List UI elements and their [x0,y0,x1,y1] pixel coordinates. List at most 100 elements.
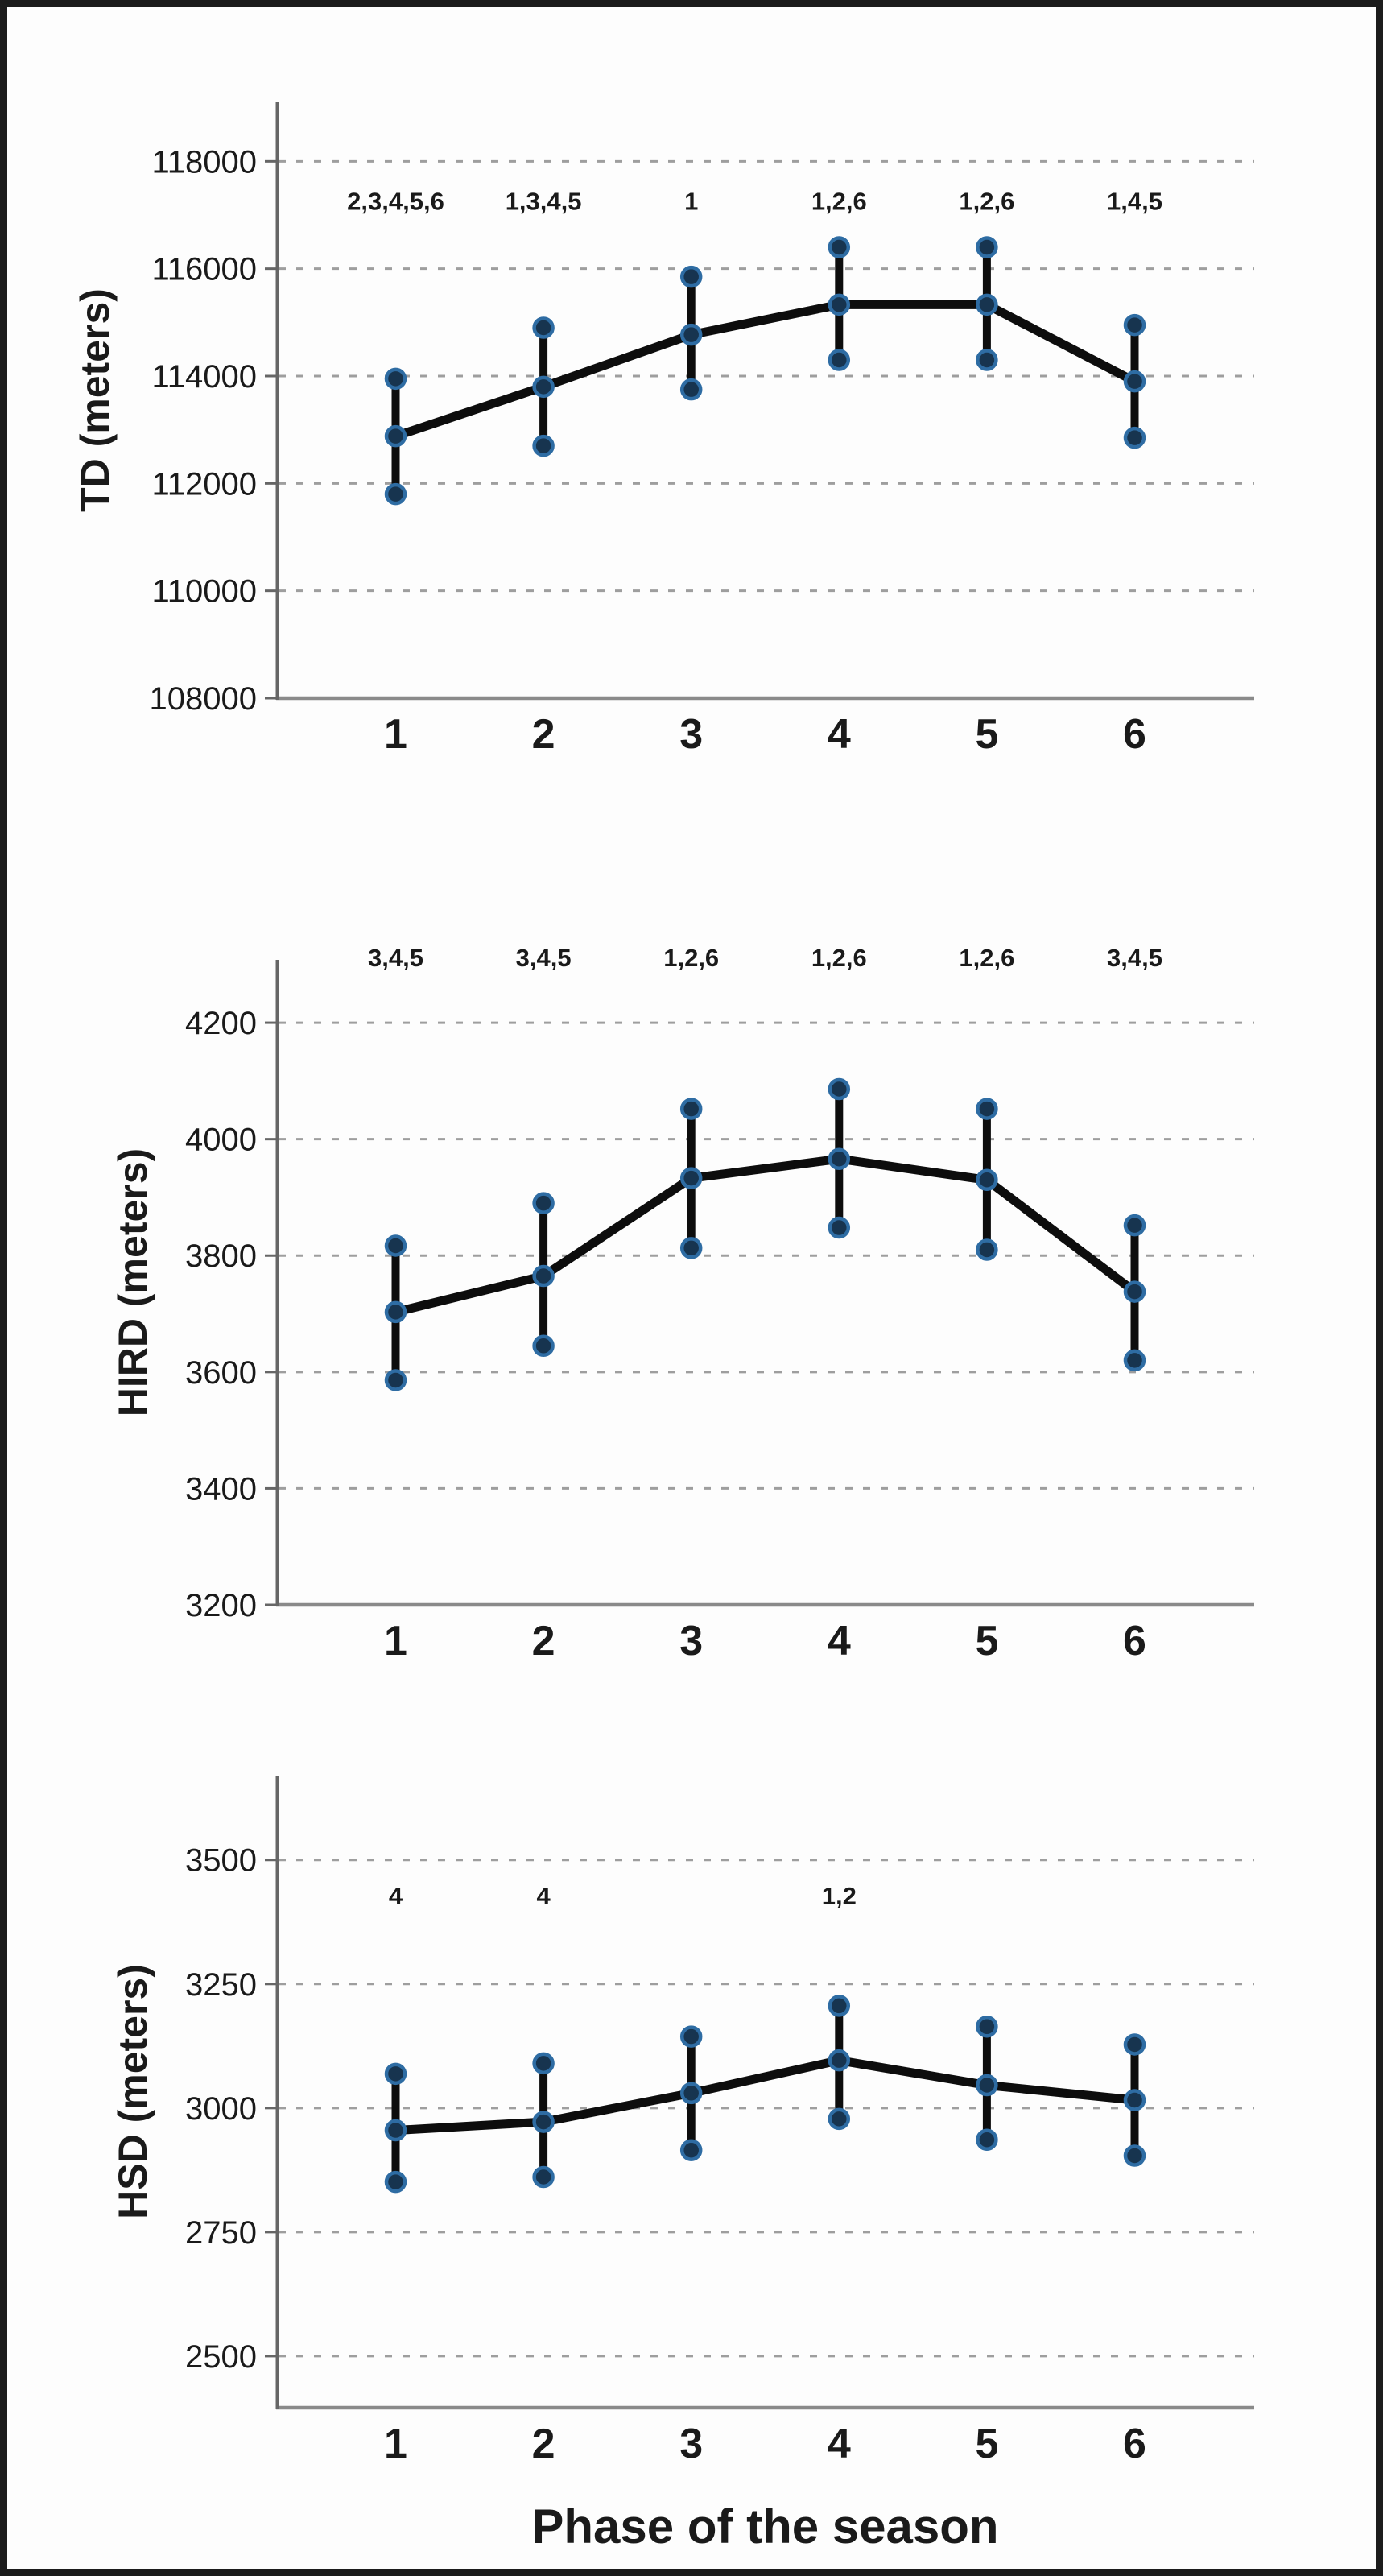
y-tick-label: 110000 [151,574,257,610]
data-point-marker [1123,426,1146,449]
data-point-marker [384,482,407,506]
mean-line [395,2056,1136,2136]
y-tick-label: 3500 [185,1843,257,1879]
x-tick-label: 1 [384,2421,407,2467]
data-point-marker [679,1167,703,1189]
x-axis-title: Phase of the season [531,2500,998,2553]
x-tick-label: 4 [828,1618,851,1664]
x-tick-label: 6 [1123,711,1146,758]
y-tick-label: 116000 [151,252,257,287]
data-point-marker [976,236,998,258]
y-tick-label: 4000 [185,1123,257,1158]
data-point-marker [1123,1349,1146,1372]
data-point-marker [976,2128,998,2152]
data-point-marker [384,367,407,391]
y-tick-label: 4200 [185,1006,257,1041]
y-axis-title: TD (meters) [72,288,118,512]
data-point-marker [384,2170,407,2194]
data-point-marker [679,1098,703,1120]
x-tick-label: 4 [828,711,851,758]
y-axis-title: HIRD (meters) [110,1148,155,1416]
data-point-marker [532,1334,555,1358]
significance-annotation: 2,3,4,5,6 [347,187,444,215]
chart-2-group: 3200 3400 3600 3800 4000 4200 3,4,5 3,4,5 1,2,6 1… [110,944,1254,1664]
x-tick-label: 2 [532,2421,555,2467]
data-point-marker [976,2016,998,2038]
x-tick-label: 6 [1123,1618,1146,1664]
data-point-marker [384,2119,407,2142]
data-point-marker [532,1264,555,1288]
y-tick-label: 108000 [150,681,257,717]
y-tick-label: 3250 [185,1967,257,2003]
significance-annotation: 3,4,5 [1107,944,1162,972]
data-point-marker [384,2062,407,2086]
data-point-marker [532,375,555,399]
significance-annotation: 1,2 [822,1882,857,1910]
x-tick-label: 5 [975,711,998,758]
data-point-marker [828,1147,851,1170]
significance-annotation: 1,2,6 [959,944,1014,972]
x-tick-label: 3 [679,711,703,758]
x-tick-label: 6 [1123,2421,1146,2467]
data-point-marker [828,349,851,371]
data-point-marker [679,2025,703,2048]
chart-1-group: 108000 110000 112000 114000 116000 118000 2,3,… [72,102,1254,758]
x-tick-label: 1 [384,1618,407,1664]
significance-annotation: 1,2,6 [811,944,867,972]
y-tick-label: 3600 [185,1355,257,1391]
data-point-marker [679,2082,703,2105]
data-point-marker [1123,313,1146,337]
chart-3-group: 2500 2750 3000 3250 3500 4 4 1,2 1 2 3 4 5 6 HSD (mete… [110,1776,1254,2467]
x-tick-label: 3 [679,1618,703,1664]
data-point-marker [532,2111,555,2133]
significance-annotation: 3,4,5 [368,944,423,972]
data-point-marker [679,265,703,288]
data-point-marker [384,424,407,448]
x-tick-label: 4 [828,2421,851,2467]
data-point-marker [679,378,703,401]
significance-annotation: 3,4,5 [516,944,572,972]
data-point-marker [532,316,555,339]
y-tick-label: 3200 [185,1588,257,1623]
data-point-marker [828,1995,851,2017]
data-point-marker [828,2049,851,2072]
data-point-marker [828,293,851,316]
significance-annotation: 1,2,6 [811,187,867,215]
y-tick-label: 114000 [151,359,257,395]
significance-annotation: 4 [536,1882,551,1910]
data-point-marker [1123,1280,1146,1303]
x-tick-label: 5 [975,2421,998,2467]
significance-annotation: 1,2,6 [663,944,719,972]
data-point-marker [1123,2144,1146,2167]
significance-annotation: 1,2,6 [959,187,1014,215]
data-point-marker [384,1300,407,1324]
data-point-marker [384,1234,407,1257]
data-point-marker [828,1077,851,1101]
data-point-marker [1123,2033,1146,2056]
x-tick-label: 3 [679,2421,703,2467]
data-point-marker [679,2139,703,2161]
significance-annotation: 4 [389,1882,403,1910]
data-point-marker [976,349,998,371]
x-tick-label: 1 [384,711,407,758]
y-tick-label: 3000 [185,2091,257,2127]
data-point-marker [384,1369,407,1391]
y-tick-label: 112000 [151,466,257,502]
data-point-marker [828,236,851,258]
data-point-marker [828,1216,851,1239]
mean-line [394,300,1137,440]
y-tick-label: 2750 [185,2215,257,2251]
data-point-marker [976,1098,998,1120]
data-point-marker [679,1237,703,1259]
significance-annotation: 1,4,5 [1107,187,1162,215]
data-point-marker [532,2052,555,2075]
data-point-marker [1123,370,1146,393]
y-tick-label: 3400 [185,1471,257,1507]
y-tick-label: 2500 [185,2339,257,2375]
data-point-marker [976,1238,998,1261]
charts-svg: 1080001100001120001140001160001180002,3,… [72,102,1254,2553]
y-tick-label: 118000 [151,144,257,180]
data-point-marker [679,323,703,346]
significance-annotation: 1,3,4,5 [506,187,582,215]
